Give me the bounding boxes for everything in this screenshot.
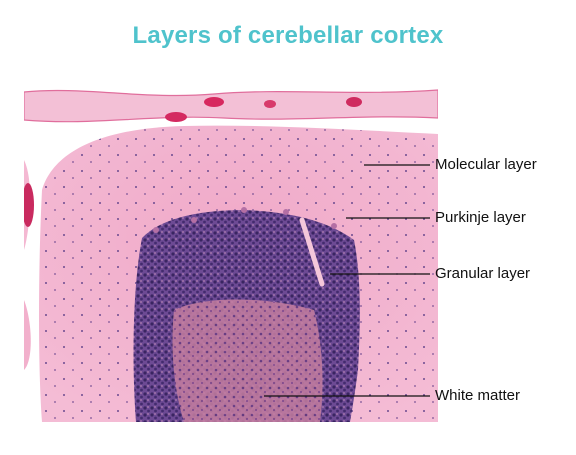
histology-micrograph <box>24 70 438 422</box>
label-molecular-layer: Molecular layer <box>435 156 537 173</box>
label-white-matter: White matter <box>435 387 521 404</box>
label-granular-layer: Granular layer <box>435 265 531 282</box>
label-purkinje-layer: Purkinje layer <box>435 209 526 226</box>
figure-title: Layers of cerebellar cortex <box>132 22 444 49</box>
